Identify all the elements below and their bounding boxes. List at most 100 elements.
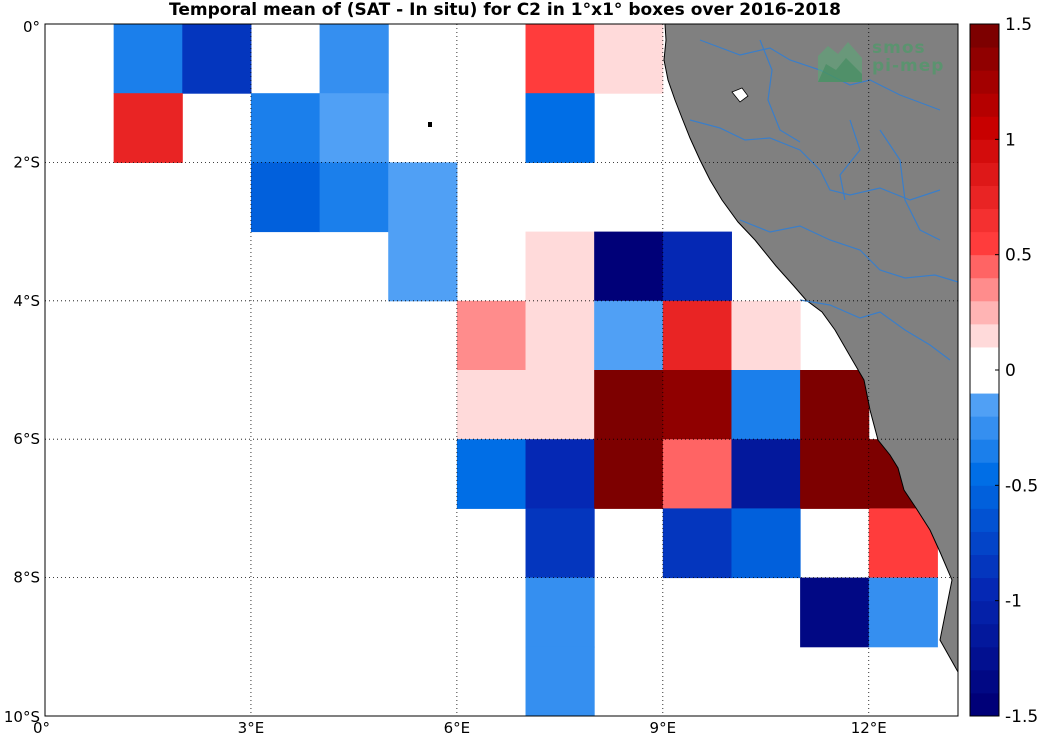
colorbar-tick-label: -1 [1005,592,1022,612]
colorbar-segment [970,93,999,117]
grid-lines [45,24,958,716]
colorbar-segment [970,600,999,625]
heatmap-cell [868,577,938,648]
colorbar-segment [970,116,999,140]
river-6 [879,129,941,241]
heatmap-cell [731,508,801,579]
heatmap-cell [525,439,595,509]
heatmap-cell [731,370,801,440]
colorbar-segment [970,669,999,694]
colorbar-tick-label: 1.5 [1005,15,1032,35]
colorbar-segment [970,346,999,371]
africa-land [663,23,959,674]
heatmap-cell [662,370,732,440]
colorbar-tick-label: 1 [1005,130,1016,150]
colorbar-segment [970,323,999,348]
colorbar-segment [970,393,999,417]
heatmap-cell [525,577,595,648]
colorbar-tick-label: -1.5 [1005,707,1038,727]
heatmap-cell [456,300,527,371]
heatmap-cell [594,231,664,302]
colorbar-segment [970,623,999,648]
y-tick-label: 0° [23,18,40,36]
smos-pimep-logo: smos pi-mep [816,38,956,84]
colorbar-tick-label: -0.5 [1005,476,1038,496]
heatmap-cell [731,300,801,371]
heatmap-cell [525,300,595,371]
river-4 [799,299,951,361]
heatmap-cell [525,508,595,579]
x-tick-label: 3°E [238,719,265,737]
colorbar-segment [970,208,999,233]
x-axis-ticks: 0° 3°E 6°E 9°E 12°E [33,719,887,737]
colorbar-segment [970,24,999,48]
river-2 [689,119,941,201]
heatmap-cell [182,24,252,94]
colorbar-segments [970,24,999,717]
heatmap-cell [250,93,321,163]
heatmap-cell [800,439,870,509]
heatmap-cell [525,231,595,302]
map-title: Temporal mean of (SAT - In situ) for C2 … [169,0,841,20]
heatmap-cell [319,24,389,94]
x-tick-label: 0° [33,719,50,737]
colorbar-segment [970,231,999,256]
x-tick-label: 12°E [851,719,887,737]
heatmap-cell [525,370,595,440]
colorbar-segment [970,254,999,279]
heatmap-cell [594,370,664,440]
heatmap-cell [388,231,458,302]
heatmap-cell [319,162,389,233]
colorbar-segment [970,300,999,325]
heatmap-cell [113,93,183,163]
logo-mountain-icon [818,42,862,82]
x-tick-label: 6°E [444,719,471,737]
colorbar-segment [970,277,999,302]
colorbar-segment [970,577,999,602]
y-tick-label: 2°S [13,153,40,171]
heatmap-cell [800,370,870,440]
colorbar-tick-label: 0 [1005,361,1016,381]
colorbar-segment [970,485,999,509]
y-tick-label: 4°S [13,292,40,310]
logo-line2: pi-mep [872,56,945,76]
colorbar-segment [970,439,999,463]
colorbar-segment [970,162,999,186]
heatmap-cell [594,439,664,509]
heatmap-cell [800,577,870,648]
heatmap-cell [525,24,595,94]
river-5 [759,39,801,143]
colorbar-ticks: 1.5 1 0.5 0 -0.5 -1 -1.5 [995,15,1038,727]
heatmap-cell [731,439,801,509]
island-2 [428,122,432,127]
colorbar-segment [970,554,999,579]
heatmap-cell [250,162,321,233]
colorbar-segment [970,370,999,394]
heatmap-cell [662,439,732,509]
colorbar-segment [970,416,999,440]
heatmap-cell [662,508,732,579]
y-axis-ticks: 0° 2°S 4°S 6°S 8°S 10°S [4,18,40,726]
logo-line1: smos [872,38,926,58]
y-tick-label: 10°S [4,708,40,726]
colorbar-segment [970,47,999,71]
map-frame [44,23,959,717]
colorbar-segment [970,139,999,163]
heatmap-cell [525,93,595,163]
colorbar-segment [970,70,999,94]
heatmap-cell [662,300,732,371]
colorbar-segment [970,508,999,532]
colorbar-segment [970,185,999,210]
y-tick-label: 8°S [13,569,40,587]
heatmap-cell [456,439,527,509]
colorbar-segment [970,531,999,556]
heatmap-cell [319,93,389,163]
heatmap-cell [594,24,664,94]
heatmap-cell [525,646,595,717]
colorbar-segment [970,692,999,717]
heatmap-cell [456,370,527,440]
heatmap-cell [388,162,458,233]
y-tick-label: 6°S [13,430,40,448]
